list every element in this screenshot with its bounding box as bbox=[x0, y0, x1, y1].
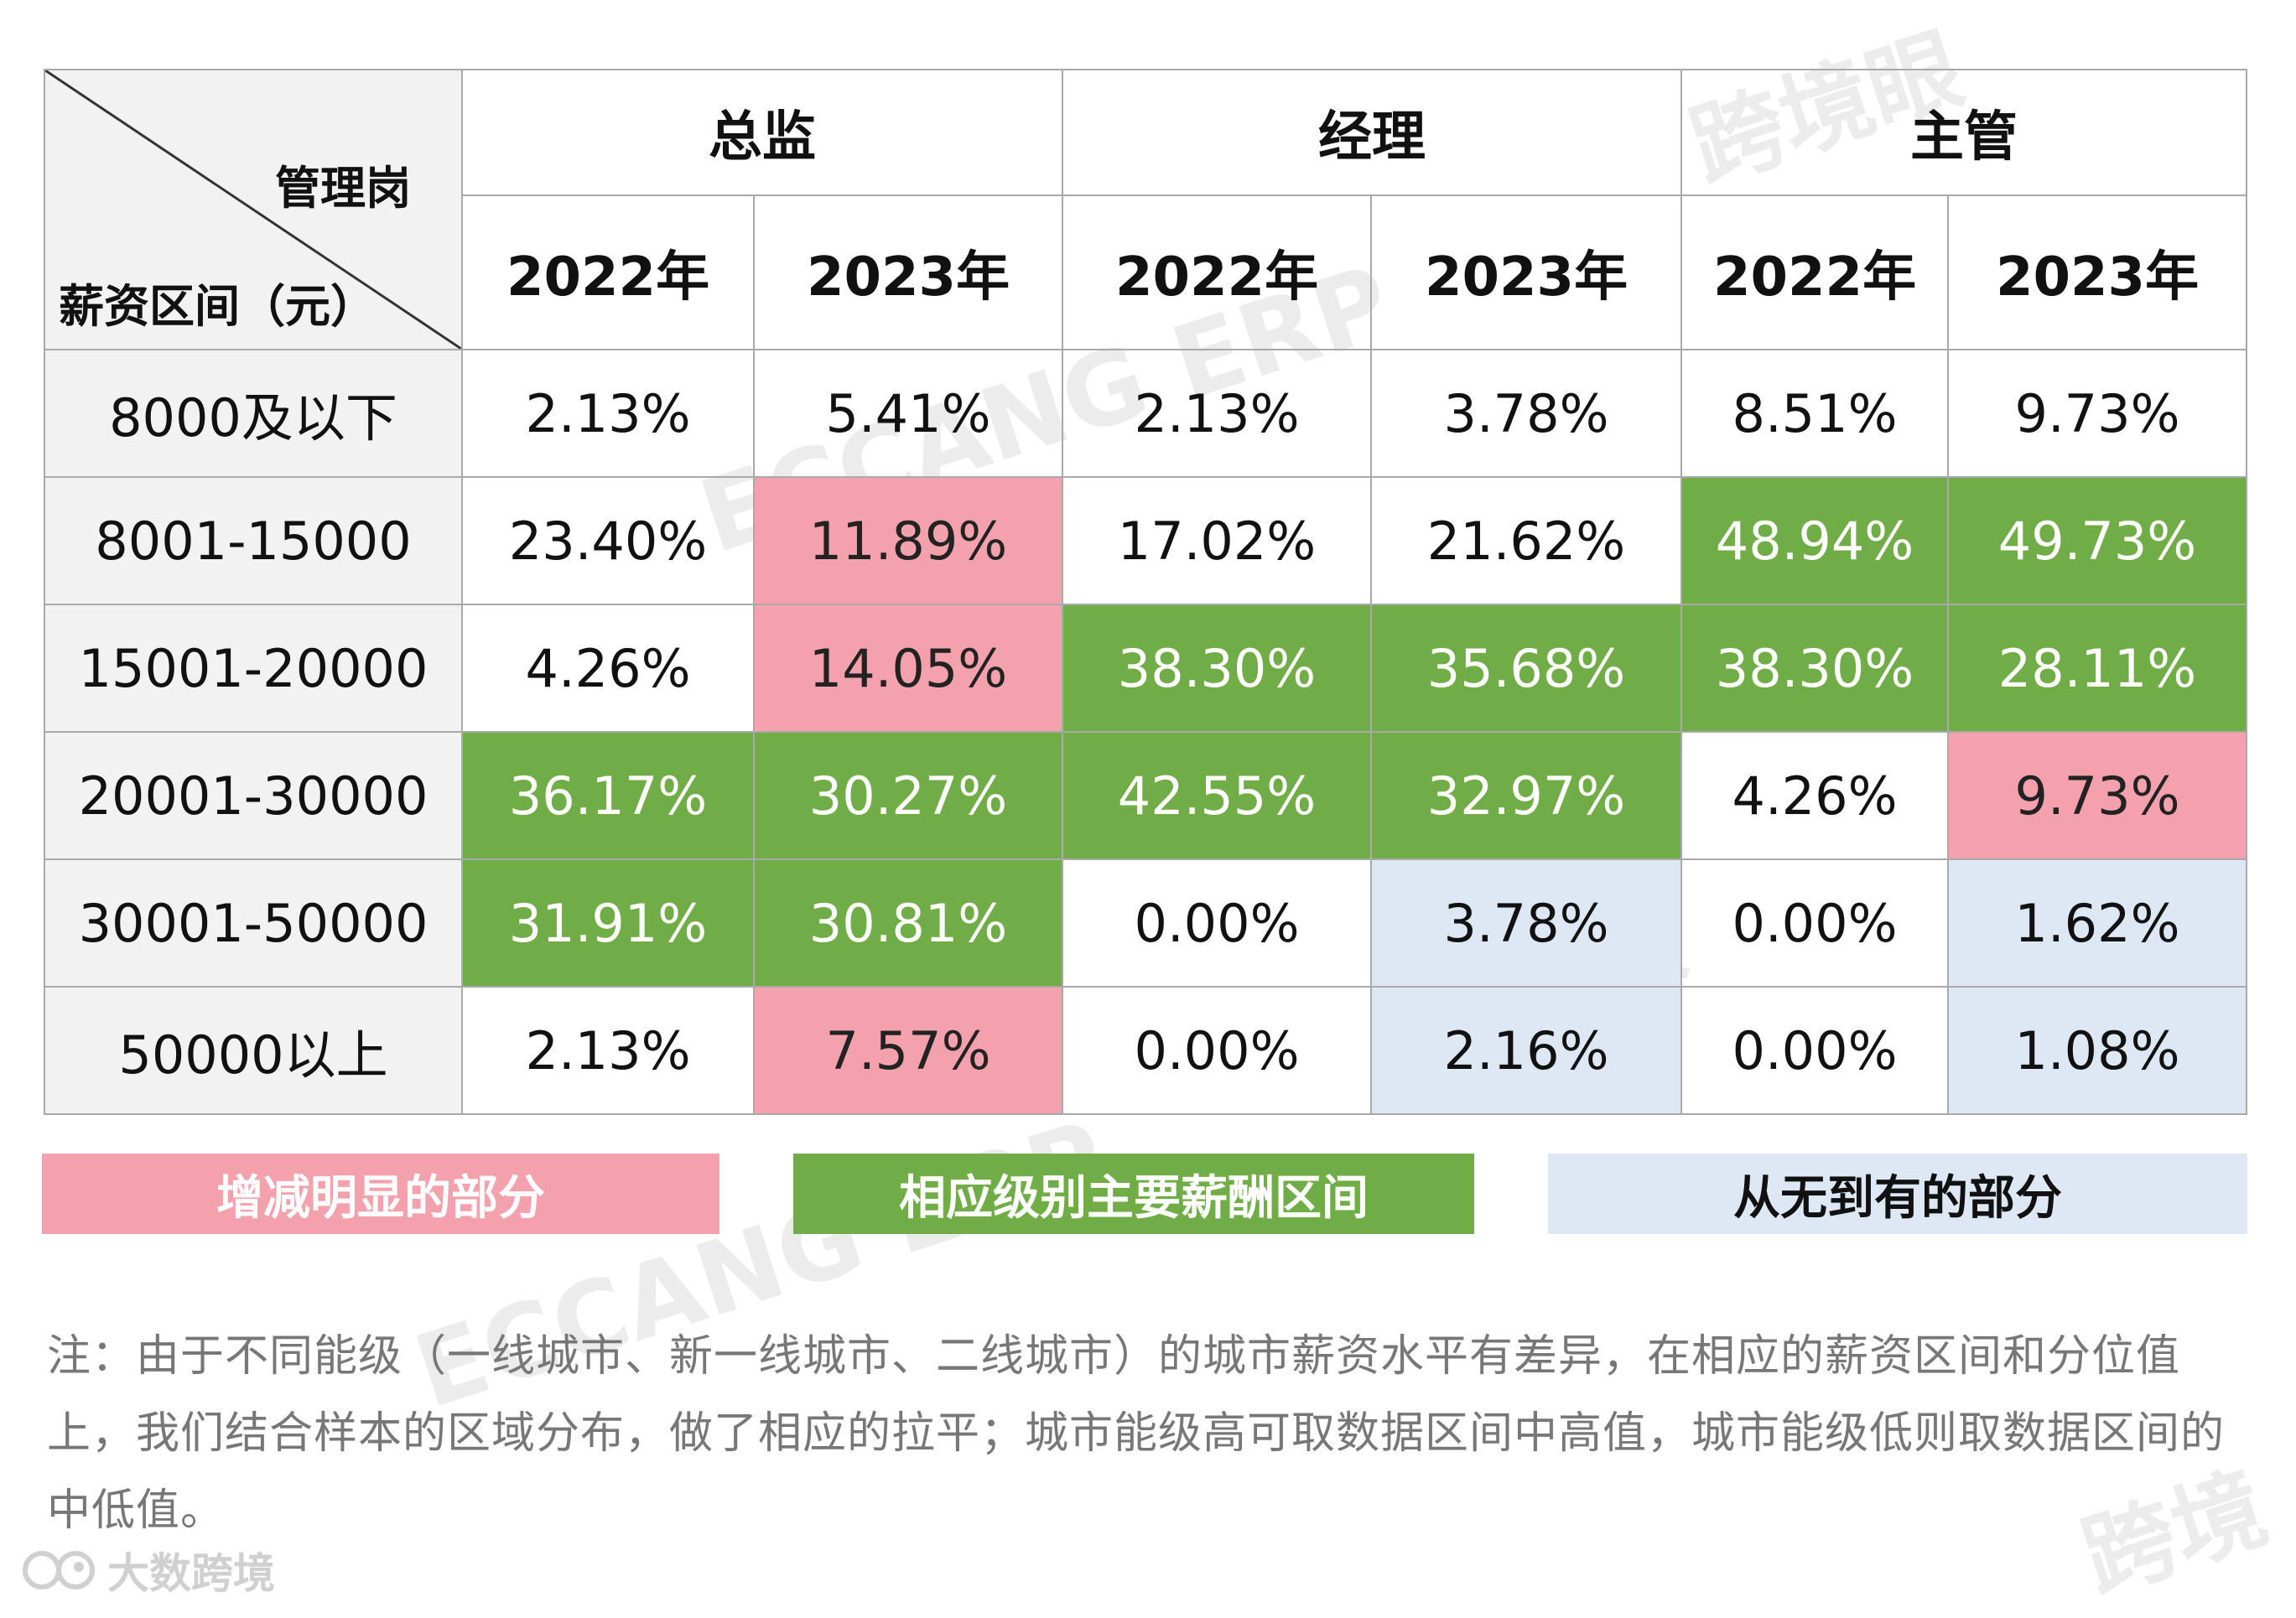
percentage-cell: 30.27% bbox=[753, 731, 1063, 860]
percentage-cell: 31.91% bbox=[461, 858, 755, 988]
percentage-cell: 30.81% bbox=[753, 858, 1063, 988]
brand-eye-icon bbox=[23, 1551, 95, 1589]
percentage-cell: 38.30% bbox=[1680, 604, 1949, 733]
year-header: 2023年 bbox=[753, 194, 1063, 350]
percentage-cell: 4.26% bbox=[461, 604, 755, 733]
percentage-cell: 14.05% bbox=[753, 604, 1063, 733]
percentage-cell: 49.73% bbox=[1947, 476, 2247, 605]
percentage-cell: 1.08% bbox=[1947, 986, 2247, 1115]
year-header: 2022年 bbox=[1062, 194, 1372, 350]
table-row: 30001-50000 31.91% 30.81% 0.00% 3.78% 0.00% 1.… bbox=[44, 858, 2247, 988]
percentage-cell: 38.30% bbox=[1062, 604, 1372, 733]
salary-range-cell: 50000以上 bbox=[44, 986, 463, 1115]
year-header: 2022年 bbox=[1680, 194, 1949, 350]
header-row-groups: 管理岗 薪资区间（元） 总监 经理 主管 bbox=[44, 69, 2247, 350]
percentage-cell: 4.26% bbox=[1680, 731, 1949, 860]
percentage-cell: 23.40% bbox=[461, 476, 755, 605]
percentage-cell: 9.73% bbox=[1947, 349, 2247, 478]
corner-label-salary-range: 薪资区间（元） bbox=[59, 280, 376, 333]
percentage-cell: 1.62% bbox=[1947, 858, 2247, 988]
salary-range-cell: 8000及以下 bbox=[44, 349, 463, 478]
salary-range-cell: 30001-50000 bbox=[44, 858, 463, 988]
table-row: 20001-30000 36.17% 30.27% 42.55% 32.97% 4.26%… bbox=[44, 731, 2247, 860]
footnote: 注：由于不同能级（一线城市、新一线城市、二线城市）的城市薪资水平有差异，在相应的… bbox=[47, 1331, 2226, 1536]
percentage-cell: 36.17% bbox=[461, 731, 755, 860]
percentage-cell: 35.68% bbox=[1370, 604, 1682, 733]
salary-range-cell: 20001-30000 bbox=[44, 731, 463, 860]
percentage-cell: 8.51% bbox=[1680, 349, 1949, 478]
corner-diagonal-line bbox=[45, 70, 461, 349]
table-row: 8000及以下 2.13% 5.41% 2.13% 3.78% 8.51% 9.73% bbox=[44, 349, 2247, 478]
corner-label-position: 管理岗 bbox=[275, 162, 411, 215]
percentage-cell: 0.00% bbox=[1062, 858, 1372, 988]
legend-significant-change: 增减明显的部分 bbox=[42, 1154, 719, 1234]
legend-main-salary-range: 相应级别主要薪酬区间 bbox=[793, 1154, 1474, 1234]
table-row: 8001-15000 23.40% 11.89% 17.02% 21.62% 48.94%… bbox=[44, 476, 2247, 605]
percentage-cell: 11.89% bbox=[753, 476, 1063, 605]
percentage-cell: 2.16% bbox=[1370, 986, 1682, 1115]
percentage-cell: 28.11% bbox=[1947, 604, 2247, 733]
percentage-cell: 0.00% bbox=[1680, 986, 1949, 1115]
year-header: 2023年 bbox=[1947, 194, 2247, 350]
table-row: 15001-20000 4.26% 14.05% 38.30% 35.68% 38.30%… bbox=[44, 604, 2247, 733]
percentage-cell: 5.41% bbox=[753, 349, 1063, 478]
group-header-supervisor: 主管 bbox=[1680, 69, 2247, 196]
legend-new-appearance: 从无到有的部分 bbox=[1548, 1154, 2247, 1234]
percentage-cell: 48.94% bbox=[1680, 476, 1949, 605]
percentage-cell: 2.13% bbox=[461, 986, 755, 1115]
year-header: 2022年 bbox=[461, 194, 755, 350]
salary-distribution-table: 管理岗 薪资区间（元） 总监 经理 主管 2022年 2023年 2022年 2… bbox=[44, 69, 2247, 1115]
table-body: 8000及以下 2.13% 5.41% 2.13% 3.78% 8.51% 9.73% 800… bbox=[44, 349, 2247, 1115]
header-row-years: 2022年 2023年 2022年 2023年 2022年 2023年 bbox=[44, 194, 2247, 350]
percentage-cell: 0.00% bbox=[1680, 858, 1949, 988]
salary-range-cell: 8001-15000 bbox=[44, 476, 463, 605]
percentage-cell: 0.00% bbox=[1062, 986, 1372, 1115]
percentage-cell: 7.57% bbox=[753, 986, 1063, 1115]
corner-header-cell: 管理岗 薪资区间（元） bbox=[44, 69, 463, 350]
percentage-cell: 2.13% bbox=[1062, 349, 1372, 478]
percentage-cell: 3.78% bbox=[1370, 349, 1682, 478]
group-header-director: 总监 bbox=[461, 69, 1063, 196]
percentage-cell: 42.55% bbox=[1062, 731, 1372, 860]
percentage-cell: 32.97% bbox=[1370, 731, 1682, 860]
table-row: 50000以上 2.13% 7.57% 0.00% 2.16% 0.00% 1.08% bbox=[44, 986, 2247, 1115]
percentage-cell: 9.73% bbox=[1947, 731, 2247, 860]
percentage-cell: 17.02% bbox=[1062, 476, 1372, 605]
percentage-cell: 2.13% bbox=[461, 349, 755, 478]
brand-logo: 大数跨境 bbox=[17, 1541, 275, 1600]
percentage-cell: 3.78% bbox=[1370, 858, 1682, 988]
year-header: 2023年 bbox=[1370, 194, 1682, 350]
percentage-cell: 21.62% bbox=[1370, 476, 1682, 605]
group-header-manager: 经理 bbox=[1062, 69, 1682, 196]
brand-name: 大数跨境 bbox=[107, 1549, 275, 1598]
salary-range-cell: 15001-20000 bbox=[44, 604, 463, 733]
